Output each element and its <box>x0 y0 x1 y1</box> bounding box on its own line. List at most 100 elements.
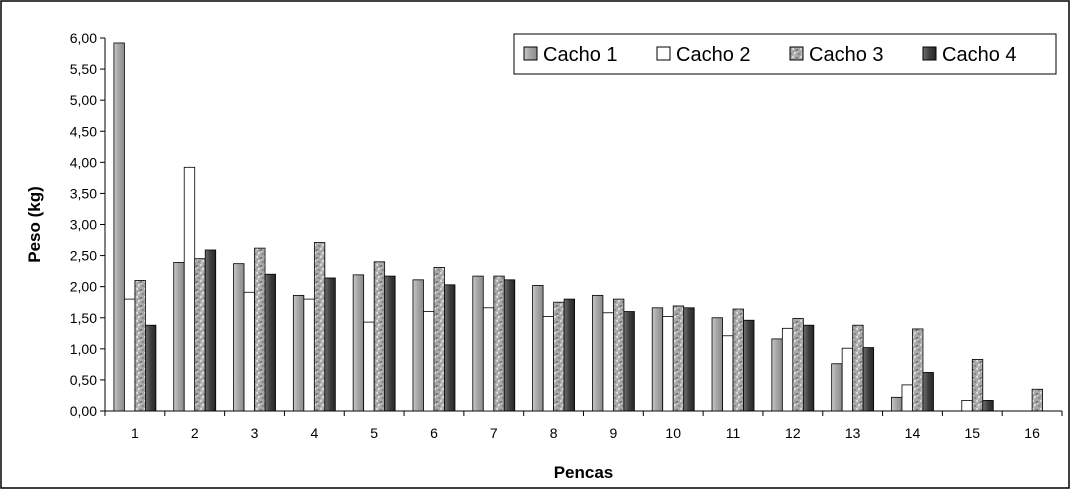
bar-cacho-3-3 <box>254 247 266 412</box>
bar-cacho-3-2 <box>194 258 206 412</box>
bar-cacho-2-15 <box>961 400 973 412</box>
bar-cacho-4-5 <box>384 275 396 412</box>
bar-cacho-1-10 <box>651 307 664 412</box>
bar-cacho-2-13 <box>841 347 854 412</box>
bar-cacho-4-9 <box>623 311 635 412</box>
x-tick-label: 13 <box>845 425 861 441</box>
x-tick-label: 8 <box>550 425 558 441</box>
bar-cacho-2-1 <box>124 298 136 412</box>
x-tick-label: 9 <box>610 425 618 441</box>
bar-cacho-1-7 <box>472 275 484 412</box>
legend-swatch-cacho-4 <box>922 46 937 61</box>
legend-label-cacho-3: Cacho 3 <box>809 44 884 66</box>
bar-cacho-2-5 <box>363 321 375 412</box>
legend-label-cacho-1: Cacho 1 <box>543 44 618 66</box>
y-tick-label: 2,00 <box>70 279 97 295</box>
bar-cacho-4-8 <box>563 298 575 412</box>
y-tick-label: 3,50 <box>70 185 97 201</box>
x-axis-title: Pencas <box>554 463 614 482</box>
legend: Cacho 1 Cacho 2 Cacho 3 Cacho 4 <box>513 33 1057 75</box>
bars <box>113 42 1043 412</box>
y-tick-label: 4,00 <box>70 154 97 170</box>
x-tick-label: 10 <box>665 425 681 441</box>
x-tick-label: 14 <box>905 425 921 441</box>
bar-cacho-3-11 <box>732 308 744 412</box>
legend-swatch-cacho-3 <box>789 46 804 61</box>
bar-cacho-4-3 <box>264 273 276 412</box>
x-tick-label: 7 <box>490 425 498 441</box>
bar-cacho-3-12 <box>792 317 804 412</box>
bar-cacho-1-2 <box>173 262 185 412</box>
bar-cacho-4-7 <box>503 279 516 412</box>
bar-cacho-3-7 <box>493 275 505 412</box>
legend-swatch-cacho-2 <box>656 46 671 61</box>
y-tick-label: 3,00 <box>70 217 97 233</box>
legend-swatch-cacho-1 <box>523 46 538 61</box>
x-tick-label: 12 <box>785 425 801 441</box>
bar-cacho-1-13 <box>831 363 843 412</box>
bar-cacho-3-1 <box>134 280 146 412</box>
y-tick-label: 4,50 <box>70 123 97 139</box>
bar-cacho-1-3 <box>233 263 245 412</box>
y-tick-label: 6,00 <box>70 30 97 46</box>
bar-cacho-4-10 <box>683 307 695 412</box>
bar-cacho-1-8 <box>532 285 544 412</box>
bar-cacho-3-16 <box>1031 388 1043 412</box>
bar-cacho-4-14 <box>922 372 934 412</box>
bar-cacho-3-9 <box>613 298 625 412</box>
bar-cacho-3-10 <box>672 305 685 412</box>
bar-cacho-2-8 <box>542 316 554 412</box>
bar-cacho-3-8 <box>553 301 565 412</box>
bar-cacho-4-6 <box>444 284 456 412</box>
bar-cacho-1-9 <box>592 294 604 412</box>
x-tick-label: 1 <box>131 425 139 441</box>
legend-label-cacho-2: Cacho 2 <box>676 44 751 66</box>
bar-cacho-4-13 <box>862 347 875 412</box>
y-tick-label: 1,50 <box>70 310 97 326</box>
bar-cacho-1-1 <box>113 42 125 412</box>
bar-cacho-1-11 <box>711 317 723 412</box>
bar-cacho-4-15 <box>982 400 994 412</box>
bar-cacho-3-15 <box>971 359 984 412</box>
bar-cacho-1-4 <box>292 294 305 412</box>
bar-cacho-2-12 <box>781 327 794 412</box>
x-tick-label: 15 <box>964 425 980 441</box>
bar-cacho-2-10 <box>662 316 674 412</box>
bar-cacho-2-7 <box>482 307 495 412</box>
bar-cacho-4-1 <box>145 324 157 412</box>
legend-label-cacho-4: Cacho 4 <box>942 44 1017 66</box>
x-tick-label: 4 <box>310 425 318 441</box>
bar-cacho-3-13 <box>852 324 864 412</box>
bar-cacho-1-14 <box>891 396 903 412</box>
x-tick-label: 3 <box>251 425 259 441</box>
bar-cacho-4-2 <box>204 249 217 412</box>
bar-cacho-4-12 <box>802 324 815 412</box>
y-tick-label: 0,50 <box>70 372 97 388</box>
bar-cacho-2-9 <box>602 312 614 412</box>
bar-cacho-3-4 <box>313 242 326 412</box>
bar-cacho-4-11 <box>743 319 755 412</box>
y-axis-title: Peso (kg) <box>25 186 44 263</box>
bar-cacho-2-11 <box>722 335 734 412</box>
y-tick-label: 5,00 <box>70 92 97 108</box>
y-tick-label: 0,00 <box>70 403 97 419</box>
bar-cacho-4-4 <box>324 277 336 412</box>
bar-cacho-2-2 <box>183 166 196 412</box>
bar-cacho-2-14 <box>901 384 913 412</box>
bar-cacho-2-4 <box>303 298 315 412</box>
bar-cacho-1-12 <box>771 338 783 412</box>
bar-cacho-2-6 <box>423 311 435 412</box>
y-tick-label: 1,00 <box>70 341 97 357</box>
y-tick-label: 5,50 <box>70 61 97 77</box>
x-tick-label: 5 <box>370 425 378 441</box>
bar-cacho-3-5 <box>373 261 386 412</box>
legend-box <box>513 33 1057 75</box>
bar-cacho-1-6 <box>412 279 424 412</box>
x-tick-label: 2 <box>191 425 199 441</box>
bar-cacho-3-14 <box>912 328 924 412</box>
bar-cacho-1-5 <box>352 274 365 412</box>
y-tick-label: 2,50 <box>70 248 97 264</box>
x-tick-label: 6 <box>430 425 438 441</box>
